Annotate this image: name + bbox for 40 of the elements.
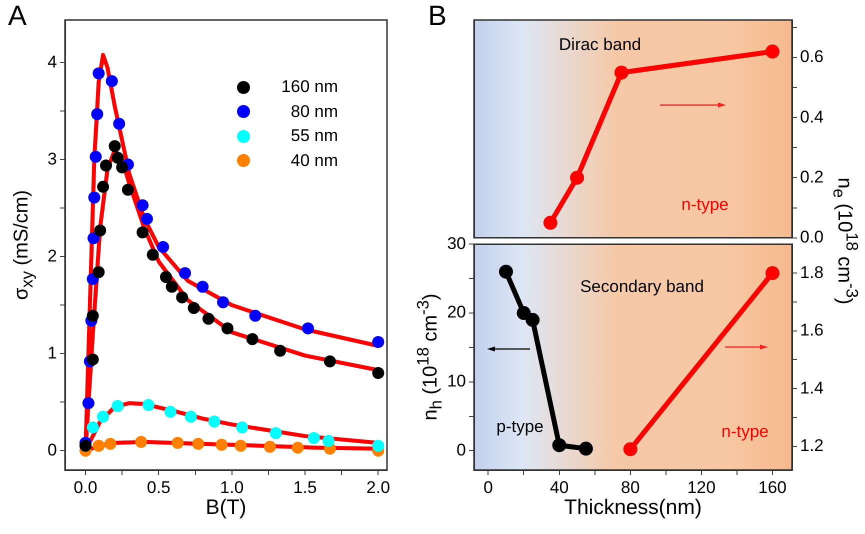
x-tick-label: 160 (758, 478, 787, 497)
annotation: n-type (721, 422, 769, 442)
chart-title: B (428, 0, 447, 32)
y-tick-label: 30 (447, 234, 466, 253)
x-axis-title: Thickness(nm) (564, 496, 702, 520)
y2-tick-label: 1.8 (800, 262, 824, 282)
annotation: Secondary band (580, 277, 704, 297)
x-tick-label: 120 (687, 478, 716, 497)
x-tick-label: 40 (550, 478, 569, 497)
y-tick-label: 1 (48, 343, 57, 362)
y2-tick-label: 1.6 (800, 320, 824, 340)
y-tick-label: 2 (48, 246, 57, 266)
y-tick-label: 3 (48, 149, 57, 168)
legend-label: 40 nm (290, 150, 338, 171)
x-tick-label: 0.0 (74, 478, 98, 497)
x-tick-label: 0.5 (146, 478, 170, 497)
legend-label: 80 nm (290, 102, 338, 122)
x-tick-label: 1.5 (293, 478, 317, 497)
y2-tick-label: 0.2 (800, 167, 824, 186)
x-tick-label: 1.0 (220, 478, 244, 497)
y2-tick-label: 1.4 (800, 378, 824, 398)
y2-tick-label: 0.4 (800, 107, 824, 126)
legend-label: 160 nm (280, 77, 338, 98)
x-tick-label: 0 (483, 478, 493, 497)
annotation: p-type (496, 417, 544, 437)
y-tick-label: 20 (447, 302, 466, 322)
y2-tick-label: 1.2 (800, 436, 824, 456)
annotation: n-type (681, 195, 729, 215)
y2-tick-label: 0.0 (800, 227, 824, 246)
y2-tick-label: 0.6 (800, 47, 824, 66)
y-tick-label: 10 (447, 372, 466, 391)
x-tick-label: 80 (620, 478, 640, 497)
chart-title: A (8, 0, 27, 32)
legend-label: 55 nm (290, 126, 338, 146)
x-tick-label: 2.0 (366, 478, 390, 497)
annotation: Dirac band (558, 35, 642, 55)
y-tick-label: 0 (456, 440, 466, 460)
y-tick-label: 4 (48, 52, 57, 72)
x-axis-title: B(T) (206, 496, 246, 520)
y-tick-label: 0 (48, 440, 57, 460)
